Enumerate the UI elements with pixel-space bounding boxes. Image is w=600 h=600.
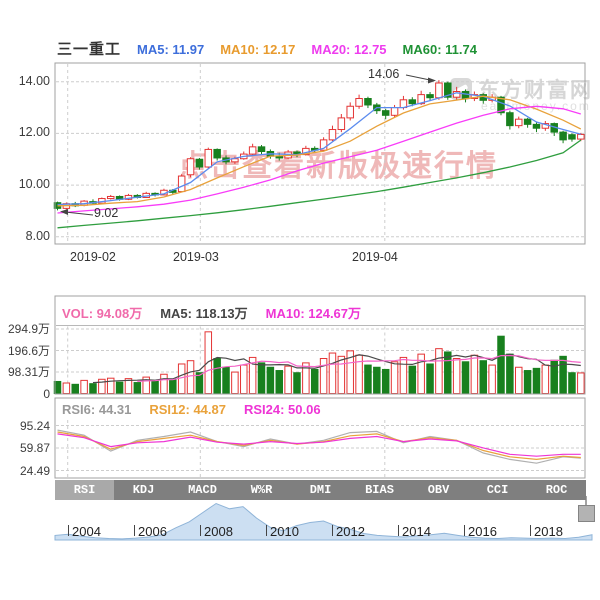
vol-ytick-label: 196.6万: [7, 343, 50, 358]
promo-watermark-link[interactable]: 点击查看新版极速行情: [178, 150, 498, 183]
price-xtick-label: 2019-02: [70, 250, 116, 264]
year-label: 2016: [468, 524, 497, 539]
ma60-legend: MA60: 11.74: [402, 42, 477, 57]
tab-kdj[interactable]: KDJ: [132, 483, 155, 497]
year-tick: [464, 525, 465, 536]
price-ytick-label: 10.00: [18, 177, 50, 192]
indicator-tabs: RSI KDJ MACD W%R DMI BIAS OBV CCI ROC: [55, 480, 586, 500]
rsi6-legend: RSI6: 44.31: [62, 402, 132, 417]
vol-ytick-label: 98.31万: [7, 365, 50, 379]
price-xtick-label: 2019-03: [173, 250, 219, 264]
brand-watermark-text: 东方财富网: [478, 79, 593, 102]
year-tick: [266, 525, 267, 536]
tab-roc[interactable]: ROC: [545, 483, 568, 497]
tab-obv[interactable]: OBV: [427, 483, 450, 497]
rsi-ytick-label: 24.49: [19, 463, 50, 478]
annotation-low: 9.02: [94, 206, 119, 220]
year-tick: [68, 525, 69, 536]
tab-rsi[interactable]: RSI: [55, 480, 114, 500]
price-ytick-label: 12.00: [18, 125, 50, 140]
year-label: 2010: [270, 524, 299, 539]
annotation-high: 14.06: [368, 67, 400, 81]
year-label: 2012: [336, 524, 365, 539]
rsi-legend: RSI6: 44.31 RSI12: 44.87 RSI24: 50.06: [62, 402, 321, 417]
year-tick: [332, 525, 333, 536]
tab-wr[interactable]: W%R: [250, 483, 273, 497]
year-label: 2006: [138, 524, 167, 539]
vol-ytick-label: 294.9万: [7, 322, 50, 336]
vol-ma5-legend: MA5: 118.13万: [160, 306, 248, 321]
timeline-slider-handle[interactable]: [578, 505, 595, 522]
year-tick: [530, 525, 531, 536]
vol-ma10-legend: MA10: 124.67万: [265, 306, 362, 321]
year-tick: [134, 525, 135, 536]
year-label: 2014: [402, 524, 431, 539]
rsi-ytick-label: 95.24: [19, 418, 50, 433]
vol-ytick-label: 0: [43, 386, 50, 401]
tab-dmi[interactable]: DMI: [309, 483, 332, 497]
chart-header: 三一重工 MA5: 11.97 MA10: 12.17 MA20: 12.75 MA6…: [57, 38, 477, 59]
timeline-minimap[interactable]: [54, 502, 593, 541]
tab-cci[interactable]: CCI: [486, 483, 509, 497]
tab-bias[interactable]: BIAS: [365, 483, 394, 497]
price-xtick-label: 2019-04: [352, 250, 398, 264]
year-label: 2004: [72, 524, 101, 539]
ma5-legend: MA5: 11.97: [137, 42, 205, 57]
price-ytick-label: 14.00: [18, 73, 50, 88]
year-tick: [398, 525, 399, 536]
year-label: 2008: [204, 524, 233, 539]
rsi-ytick-label: 59.87: [19, 440, 50, 455]
vol-legend: VOL: 94.08万: [62, 306, 143, 321]
year-label: 2018: [534, 524, 563, 539]
year-tick: [200, 525, 201, 536]
stock-name: 三一重工: [57, 41, 122, 58]
ma20-legend: MA20: 12.75: [311, 42, 387, 57]
price-ytick-label: 8.00: [25, 228, 50, 243]
rsi12-legend: RSI12: 44.87: [149, 402, 226, 417]
volume-legend: VOL: 94.08万 MA5: 118.13万 MA10: 124.67万: [62, 303, 361, 322]
ma10-legend: MA10: 12.17: [220, 42, 296, 57]
rsi24-legend: RSI24: 50.06: [243, 402, 321, 417]
tab-macd[interactable]: MACD: [188, 483, 217, 497]
